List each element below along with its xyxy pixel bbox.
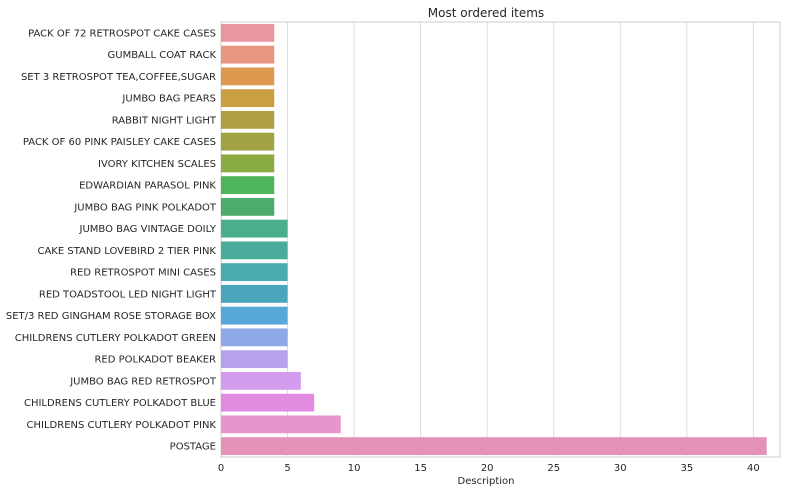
y-tick-label: EDWARDIAN PARASOL PINK: [79, 181, 216, 192]
x-tick-label: 0: [218, 463, 224, 474]
y-tick-label: JUMBO BAG VINTAGE DOILY: [79, 224, 217, 235]
x-tick-label: 30: [614, 463, 627, 474]
x-tick-label: 15: [414, 463, 427, 474]
bar: [221, 371, 301, 390]
plot-area: [220, 21, 781, 458]
y-tick-label: SET 3 RETROSPOT TEA,COFFEE,SUGAR: [21, 72, 216, 83]
y-tick-label: RABBIT NIGHT LIGHT: [112, 115, 217, 126]
bar: [221, 110, 275, 129]
y-tick-label: POSTAGE: [170, 442, 216, 453]
y-tick-label: RED TOADSTOOL LED NIGHT LIGHT: [39, 289, 217, 300]
x-tick-label: 10: [348, 463, 361, 474]
chart-title: Most ordered items: [428, 6, 544, 20]
bar: [221, 89, 275, 108]
y-tick-label: PACK OF 60 PINK PAISLEY CAKE CASES: [23, 137, 216, 148]
bar: [221, 415, 341, 434]
bar: [221, 241, 288, 260]
bar: [221, 219, 288, 238]
bar: [221, 45, 275, 64]
y-tick-label: RED RETROSPOT MINI CASES: [70, 268, 216, 279]
y-tick-label: SET/3 RED GINGHAM ROSE STORAGE BOX: [6, 311, 216, 322]
x-axis-title: Description: [458, 476, 515, 487]
y-tick-label: CHILDRENS CUTLERY POLKADOT BLUE: [24, 398, 216, 409]
y-tick-label: PACK OF 72 RETROSPOT CAKE CASES: [28, 28, 216, 39]
bar: [221, 328, 288, 347]
y-tick-labels: PACK OF 72 RETROSPOT CAKE CASES GUMBALL C…: [6, 28, 217, 452]
y-tick-label: JUMBO BAG RED RETROSPOT: [69, 376, 217, 387]
y-tick-label: RED POLKADOT BEAKER: [94, 355, 216, 366]
bar: [221, 132, 275, 151]
y-tick-label: GUMBALL COAT RACK: [108, 50, 217, 61]
bar: [221, 23, 275, 42]
y-tick-label: JUMBO BAG PINK POLKADOT: [73, 202, 217, 213]
bar: [221, 67, 275, 86]
y-tick-label: JUMBO BAG PEARS: [121, 94, 216, 105]
x-tick-label: 40: [747, 463, 760, 474]
y-tick-label: CHILDRENS CUTLERY POLKADOT GREEN: [15, 333, 216, 344]
bar: [221, 284, 288, 303]
bars-group: [221, 23, 767, 456]
bar: [221, 437, 767, 456]
y-tick-label: IVORY KITCHEN SCALES: [98, 159, 216, 170]
x-tick-label: 5: [284, 463, 290, 474]
x-tick-labels: 0 5 10 15 20 25 30 35 40: [218, 463, 760, 474]
y-tick-label: CAKE STAND LOVEBIRD 2 TIER PINK: [37, 246, 216, 257]
bar: [221, 306, 288, 325]
grid-lines: [220, 22, 754, 457]
bar: [221, 393, 315, 412]
y-tick-label: CHILDRENS CUTLERY POLKADOT PINK: [27, 420, 217, 431]
bar: [221, 154, 275, 173]
x-tick-label: 20: [481, 463, 494, 474]
x-tick-label: 35: [680, 463, 693, 474]
x-tick-label: 25: [547, 463, 560, 474]
bar: [221, 176, 275, 195]
bar: [221, 197, 275, 216]
bar: [221, 350, 288, 369]
bar: [221, 263, 288, 282]
